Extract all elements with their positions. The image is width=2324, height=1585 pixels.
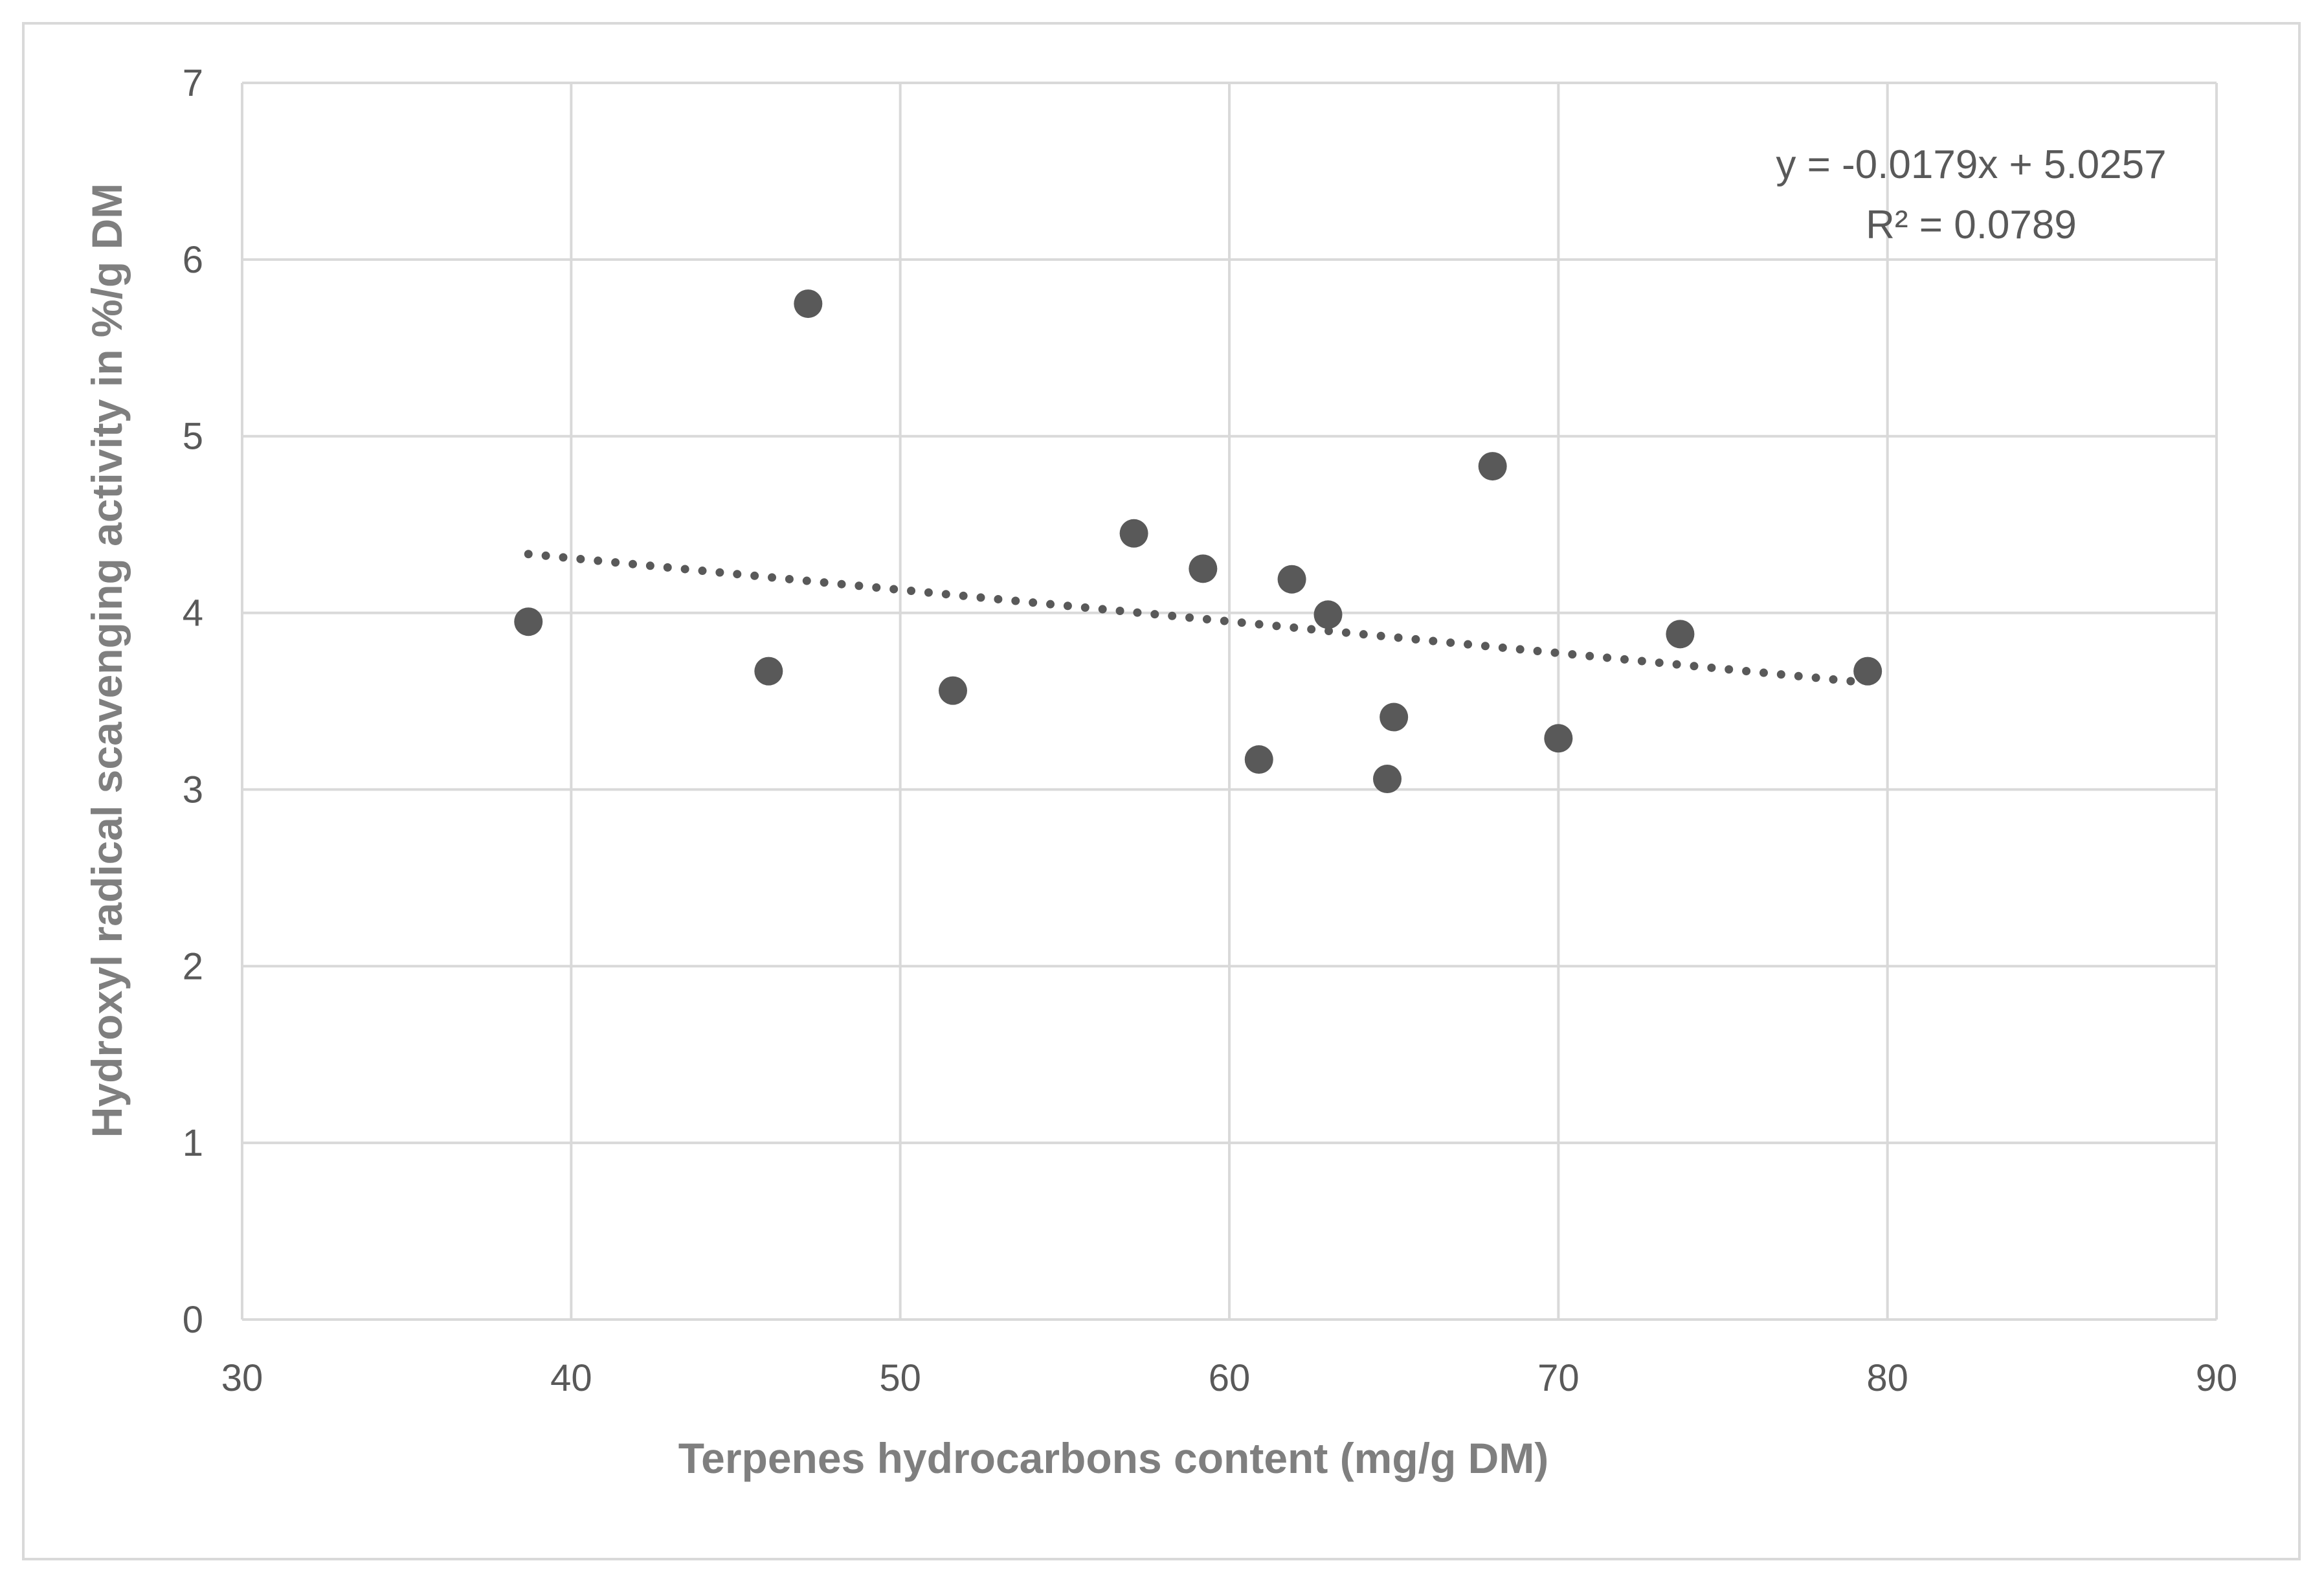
x-tick-labels: 30 40 50 60 70 80 90 <box>221 1357 2238 1399</box>
data-points <box>514 289 1883 794</box>
data-point <box>514 607 543 636</box>
data-point <box>1189 554 1218 583</box>
y-tick-label: 0 <box>183 1299 203 1341</box>
y-tick-label: 1 <box>183 1122 203 1164</box>
chart-frame <box>22 22 2301 1560</box>
x-tick-label: 90 <box>2196 1357 2238 1399</box>
data-point <box>794 289 823 319</box>
y-tick-label: 2 <box>183 945 203 987</box>
x-tick-label: 60 <box>1209 1357 1251 1399</box>
y-tick-label: 6 <box>183 239 203 281</box>
data-point <box>1313 600 1343 629</box>
data-point <box>1853 657 1883 686</box>
x-tick-label: 80 <box>1866 1357 1908 1399</box>
x-tick-label: 40 <box>550 1357 592 1399</box>
data-point <box>1373 765 1402 794</box>
grid-lines <box>241 82 2218 1321</box>
data-point <box>1544 724 1573 753</box>
x-tick-label: 70 <box>1537 1357 1580 1399</box>
trendline-equation: y = -0.0179x + 5.0257 <box>1776 142 2166 187</box>
trendline <box>524 550 1872 688</box>
y-axis-title: Hydroxyl radical scavenging activity in … <box>83 183 131 1138</box>
y-tick-label: 4 <box>183 592 203 635</box>
data-point <box>1380 703 1409 732</box>
data-point <box>939 676 967 705</box>
trendline-r-squared: R² = 0.0789 <box>1866 203 2077 247</box>
y-tick-label: 3 <box>183 769 203 811</box>
x-tick-label: 50 <box>879 1357 921 1399</box>
y-tick-label: 5 <box>183 416 203 458</box>
x-tick-label: 30 <box>221 1357 263 1399</box>
data-point <box>754 657 783 686</box>
data-point <box>1119 519 1148 548</box>
y-tick-labels: 0 1 2 3 4 5 6 7 <box>183 62 203 1341</box>
data-point <box>1277 565 1306 594</box>
data-point <box>1244 745 1273 774</box>
data-point <box>1666 620 1695 649</box>
data-point <box>1478 452 1507 481</box>
y-tick-label: 7 <box>183 62 203 104</box>
trendline-group <box>524 550 1872 688</box>
x-axis-title: Terpenes hydrocarbons content (mg/g DM) <box>678 1434 1549 1482</box>
